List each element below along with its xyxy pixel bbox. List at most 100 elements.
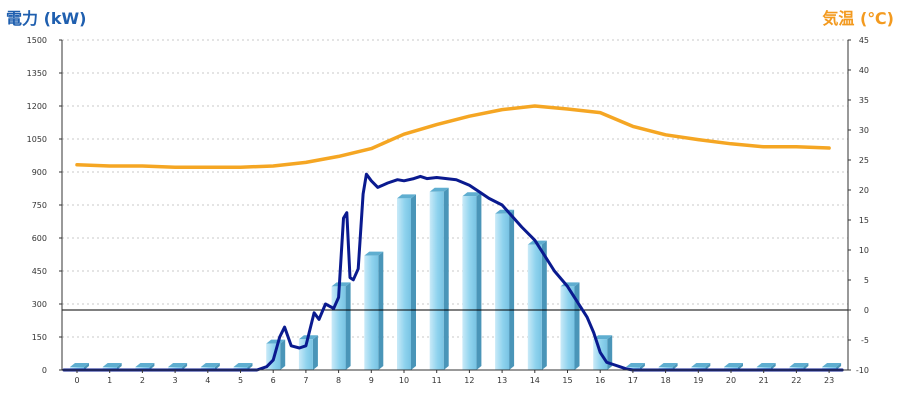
bar-front (429, 191, 444, 370)
bar-front (527, 244, 542, 370)
left-tick-label: 750 (32, 201, 47, 210)
left-tick-label: 1350 (27, 69, 47, 78)
bar-top (822, 363, 842, 367)
bar-top (200, 363, 220, 367)
left-tick-label: 1050 (27, 135, 47, 144)
bar-top (462, 192, 482, 197)
bar-side (738, 363, 743, 370)
bar-side (378, 251, 384, 370)
bar-side (672, 363, 678, 370)
left-tick-label: 1200 (27, 102, 47, 111)
x-tick-label: 9 (369, 376, 374, 385)
bar-side (541, 240, 547, 370)
x-tick-label: 7 (303, 376, 308, 385)
temperature-line (75, 104, 831, 169)
right-tick-label: 30 (859, 126, 869, 135)
bar-side (280, 339, 286, 370)
bar-top (135, 363, 155, 367)
x-tick-label: 20 (726, 376, 736, 385)
x-tick-label: 5 (238, 376, 243, 385)
right-axis-title: 気温 (℃) (822, 9, 894, 28)
bar-top (364, 251, 384, 256)
bar-side (312, 335, 318, 370)
x-tick-label: 10 (399, 376, 409, 385)
bar-side (803, 363, 809, 370)
bar-side (116, 363, 122, 370)
right-tick-label: -10 (856, 366, 869, 375)
bar-front (364, 255, 379, 370)
bar-side (607, 335, 613, 370)
bar-top (691, 363, 711, 367)
x-tick-label: 22 (791, 376, 801, 385)
bar-side (770, 363, 776, 370)
right-tick-label: 15 (859, 216, 869, 225)
right-tick-label: 35 (859, 96, 869, 105)
left-tick-label: 900 (32, 168, 47, 177)
power-line (62, 172, 844, 372)
bar-top (789, 363, 809, 367)
bar-top (102, 363, 122, 367)
x-tick-label: 19 (693, 376, 703, 385)
bar-top (429, 187, 449, 192)
bar-top (593, 335, 613, 340)
left-tick-label: 600 (32, 234, 47, 243)
bar-top (756, 363, 776, 367)
bar-top (168, 363, 188, 367)
bar-top (625, 363, 645, 367)
bar (364, 251, 384, 370)
x-tick-label: 21 (759, 376, 769, 385)
bar-front (560, 286, 575, 370)
x-tick-label: 8 (336, 376, 341, 385)
bar (331, 282, 351, 370)
x-tick-label: 18 (661, 376, 671, 385)
bar-side (836, 363, 842, 370)
bar-side (411, 194, 416, 370)
right-tick-label: 40 (859, 66, 869, 75)
bar (560, 282, 580, 370)
bar-side (182, 363, 188, 370)
right-tick-label: 45 (859, 36, 869, 45)
right-tick-label: 10 (859, 246, 869, 255)
bar-side (149, 363, 155, 370)
left-tick-label: 300 (32, 300, 47, 309)
right-tick-label: 25 (859, 156, 869, 165)
x-tick-label: 16 (595, 376, 605, 385)
x-tick-label: 3 (173, 376, 178, 385)
bar-front (495, 213, 510, 370)
bar-top (331, 282, 351, 287)
right-tick-label: 0 (864, 306, 869, 315)
bar-side (84, 363, 89, 370)
x-tick-label: 23 (824, 376, 834, 385)
right-tick-label: -5 (861, 336, 869, 345)
bar-front (397, 198, 411, 370)
bar-side (247, 363, 253, 370)
x-tick-label: 1 (107, 376, 112, 385)
left-axis-title: 電力 (kW) (6, 9, 87, 28)
line-series (62, 104, 848, 372)
bar-top (724, 363, 743, 367)
bar-side (705, 363, 711, 370)
bar-front (462, 196, 477, 370)
bar-top (233, 363, 253, 367)
x-tick-label: 4 (205, 376, 210, 385)
left-tick-label: 150 (32, 333, 47, 342)
bar (397, 194, 416, 370)
bar-top (266, 339, 286, 344)
bar (527, 240, 547, 370)
x-tick-label: 13 (497, 376, 507, 385)
right-tick-label: 5 (864, 276, 869, 285)
bar (462, 192, 482, 370)
bar-top (658, 363, 678, 367)
bar (495, 209, 515, 370)
left-tick-label: 1500 (27, 36, 47, 45)
bar-side (509, 209, 515, 370)
bar-series (70, 187, 842, 370)
right-tick-label: 20 (859, 186, 869, 195)
bar (429, 187, 449, 370)
grid-layer (62, 39, 848, 338)
bar-side (345, 282, 351, 370)
bar-side (443, 187, 449, 370)
bar-side (214, 363, 220, 370)
